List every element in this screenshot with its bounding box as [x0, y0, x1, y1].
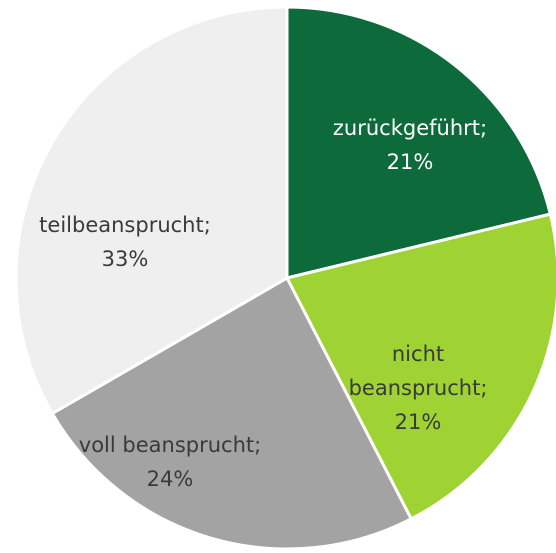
pie-slice: [285, 212, 556, 521]
slice-label: nicht beansprucht; 21%: [338, 337, 498, 439]
pie-slice: [50, 276, 413, 551]
pie-slice: [285, 5, 552, 280]
slice-label: voll beansprucht; 24%: [50, 428, 290, 496]
slice-name: zurückgeführt;: [332, 116, 488, 140]
slice-value: 24%: [146, 467, 194, 491]
slice-name: teilbeansprucht;: [39, 213, 211, 237]
slice-name: nicht beansprucht;: [348, 342, 488, 400]
slice-value: 33%: [101, 247, 149, 271]
slice-value: 21%: [394, 410, 442, 434]
slice-label: zurückgeführt; 21%: [310, 111, 510, 179]
slice-value: 21%: [386, 150, 434, 174]
slice-name: voll beansprucht;: [78, 433, 262, 457]
pie-slice: [14, 5, 289, 415]
slice-label: teilbeansprucht; 33%: [15, 208, 235, 276]
